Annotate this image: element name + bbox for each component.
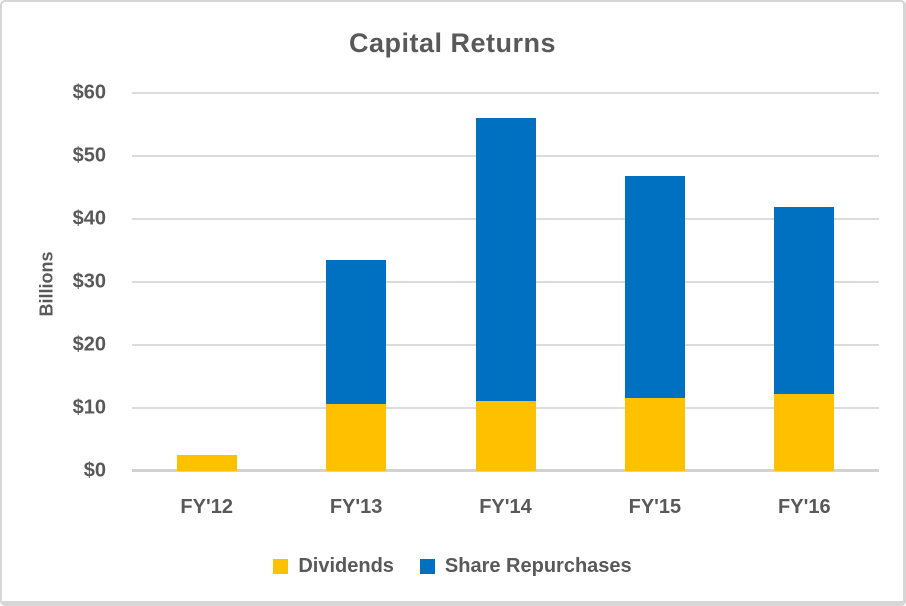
bar-segment-share-repurchases-fy15 xyxy=(624,175,685,398)
legend-label: Dividends xyxy=(298,555,394,577)
y-tick-label: $40 xyxy=(72,207,106,230)
x-tick-label: FY'15 xyxy=(628,496,682,518)
y-tick-label: $30 xyxy=(72,270,106,293)
bar-segment-dividends-fy16 xyxy=(774,394,835,471)
legend-label: Share Repurchases xyxy=(444,555,632,577)
bar-segment-share-repurchases-fy13 xyxy=(326,259,387,405)
bar-segment-share-repurchases-fy16 xyxy=(774,207,835,395)
legend: Dividends Share Repurchases xyxy=(2,555,903,578)
bar-segment-dividends-fy12 xyxy=(176,455,237,471)
y-tick-label: $50 xyxy=(72,144,106,167)
x-tick-label: FY'13 xyxy=(329,496,383,518)
x-tick-label: FY'16 xyxy=(778,496,831,518)
bar-segment-share-repurchases-fy14 xyxy=(475,117,536,402)
bar-segment-dividends-fy13 xyxy=(326,404,387,471)
bar-segment-dividends-fy15 xyxy=(624,397,685,471)
legend-item-dividends: Dividends xyxy=(273,555,394,578)
y-tick-label: $20 xyxy=(72,333,106,356)
y-tick-label: $0 xyxy=(83,459,106,482)
x-axis-tick-labels: FY'12 FY'13 FY'14 FY'15 FY'16 xyxy=(132,496,879,522)
y-axis-tick-labels: $60 $50 $40 $30 $20 $10 $0 xyxy=(2,2,106,601)
gridline xyxy=(132,92,879,94)
chart-title: Capital Returns xyxy=(348,28,557,58)
bar-segment-dividends-fy14 xyxy=(475,401,536,471)
legend-swatch-icon xyxy=(273,559,289,574)
x-tick-label: FY'14 xyxy=(479,496,532,518)
legend-swatch-icon xyxy=(419,559,435,574)
plot-area xyxy=(132,92,879,472)
legend-item-share-repurchases: Share Repurchases xyxy=(419,555,632,578)
y-tick-label: $10 xyxy=(72,396,106,419)
x-tick-label: FY'12 xyxy=(180,496,233,518)
y-tick-label: $60 xyxy=(72,81,106,104)
